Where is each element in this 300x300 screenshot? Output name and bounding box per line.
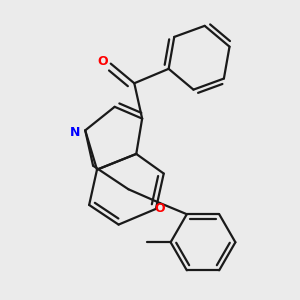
Text: O: O bbox=[98, 55, 108, 68]
Text: N: N bbox=[70, 126, 81, 139]
Text: O: O bbox=[154, 202, 165, 215]
